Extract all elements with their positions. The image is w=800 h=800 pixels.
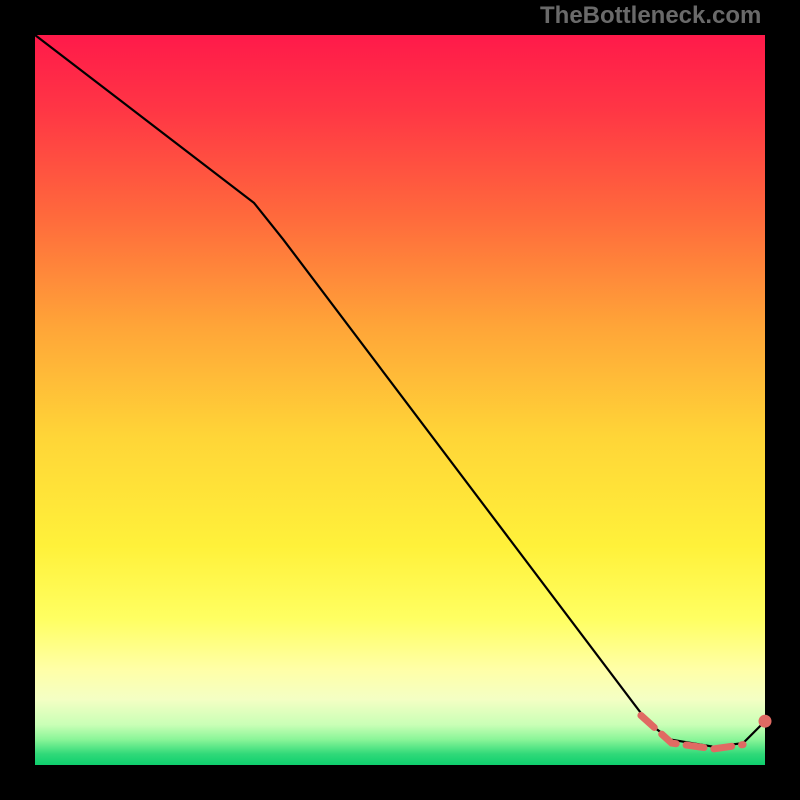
plot-area (35, 35, 765, 765)
chart-svg (0, 0, 800, 800)
end-marker (759, 715, 771, 727)
watermark-text: TheBottleneck.com (540, 2, 761, 30)
chart-canvas: TheBottleneck.com (0, 0, 800, 800)
